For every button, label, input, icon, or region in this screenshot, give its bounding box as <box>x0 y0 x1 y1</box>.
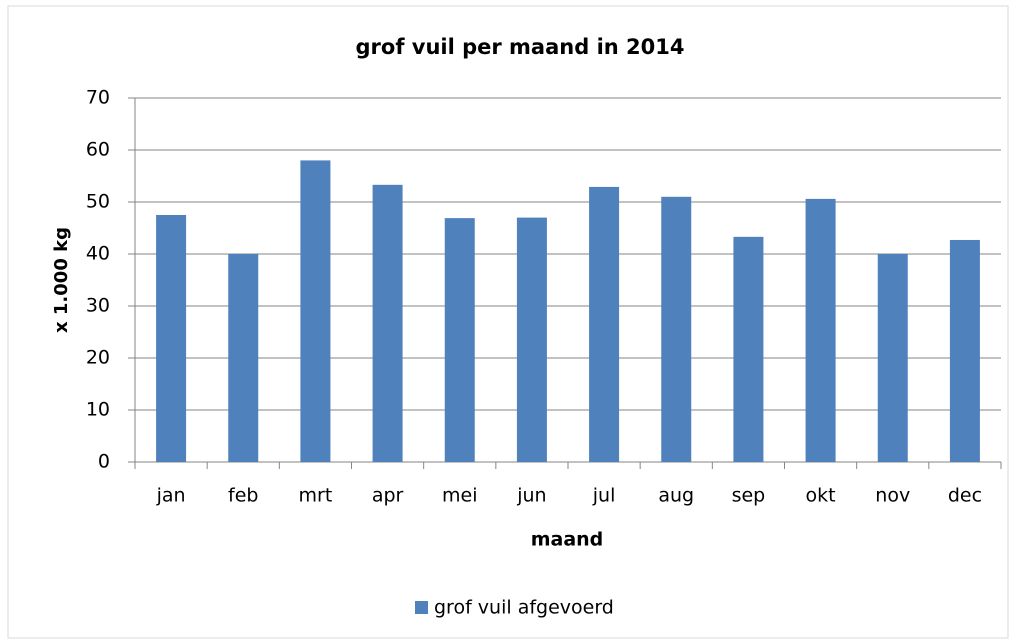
y-tick-label: 0 <box>98 451 110 473</box>
y-tick-label: 40 <box>86 243 110 265</box>
bar <box>156 215 187 462</box>
bar <box>805 198 836 462</box>
x-tick-label: sep <box>732 485 766 507</box>
bar <box>589 186 620 463</box>
x-tick-label: jun <box>516 485 546 507</box>
x-tick-label: aug <box>658 485 694 507</box>
bar <box>444 218 475 462</box>
bar <box>661 196 692 463</box>
bar <box>733 236 764 462</box>
bar <box>949 239 980 462</box>
chart-title: grof vuil per maand in 2014 <box>356 35 685 59</box>
y-tick-label: 30 <box>86 295 110 317</box>
x-tick-label: dec <box>948 485 982 507</box>
legend-swatch <box>415 601 428 614</box>
bar <box>877 254 908 462</box>
x-axis-label: maand <box>531 529 604 551</box>
y-tick-label: 60 <box>86 139 110 161</box>
y-tick-label: 70 <box>86 87 110 109</box>
x-tick-label: mrt <box>299 485 333 507</box>
y-tick-label: 50 <box>86 191 110 213</box>
x-tick-label: apr <box>372 485 404 507</box>
x-tick-label: jul <box>592 485 616 507</box>
x-tick-label: jan <box>156 485 186 507</box>
y-axis-label: x 1.000 kg <box>51 227 72 333</box>
y-tick-label: 20 <box>86 347 110 369</box>
bar <box>372 184 403 462</box>
y-tick-label: 10 <box>86 399 110 421</box>
x-tick-label: mei <box>442 485 477 507</box>
x-tick-label: feb <box>228 485 258 507</box>
bar <box>228 254 259 462</box>
bar <box>516 217 547 462</box>
x-tick-label: nov <box>875 485 910 507</box>
x-tick-label: okt <box>806 485 836 507</box>
bar <box>300 160 331 462</box>
legend-label: grof vuil afgevoerd <box>434 597 614 619</box>
